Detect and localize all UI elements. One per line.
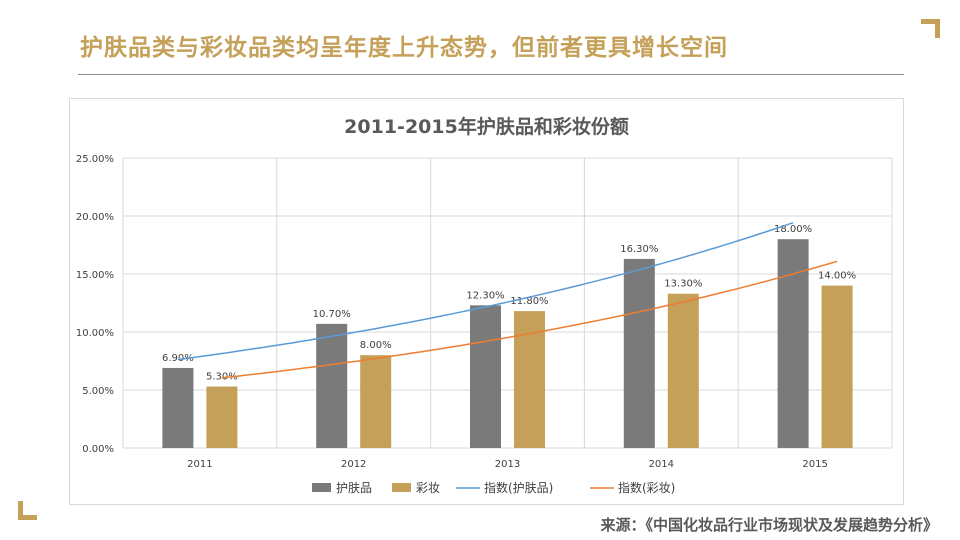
y-tick-label: 15.00% — [76, 270, 114, 281]
legend-label: 指数(护肤品) — [484, 480, 553, 495]
x-tick-label: 2011 — [187, 459, 212, 470]
title-divider — [78, 74, 904, 75]
bar-makeup — [667, 293, 699, 448]
bar-skincare — [470, 305, 501, 448]
legend-label: 彩妆 — [416, 481, 440, 495]
legend-swatch — [312, 483, 331, 492]
y-tick-label: 25.00% — [76, 154, 114, 165]
bar-skincare — [316, 323, 348, 448]
chart-title: 2011-2015年护肤品和彩妆份额 — [344, 116, 629, 138]
data-label: 13.30% — [664, 279, 702, 290]
bar-skincare — [162, 367, 194, 448]
y-tick-label: 20.00% — [76, 212, 114, 223]
data-label: 8.00% — [360, 340, 392, 351]
data-label: 11.80% — [510, 296, 548, 307]
data-label: 6.90% — [162, 353, 194, 364]
x-tick-label: 2012 — [341, 459, 366, 470]
x-tick-label: 2013 — [495, 459, 520, 470]
trendline-skincare — [177, 221, 794, 361]
slide-title: 护肤品类与彩妆品类均呈年度上升态势，但前者更具增长空间 — [80, 35, 728, 61]
x-tick-label: 2014 — [649, 459, 674, 470]
y-tick-label: 0.00% — [82, 444, 114, 455]
bar-makeup — [821, 285, 853, 448]
data-label: 5.30% — [206, 372, 238, 383]
y-tick-label: 10.00% — [76, 328, 114, 339]
y-tick-label: 5.00% — [82, 386, 114, 397]
legend-label: 指数(彩妆) — [618, 480, 675, 495]
bar-makeup — [360, 355, 392, 448]
bar-skincare — [623, 258, 655, 448]
data-label: 10.70% — [313, 309, 351, 320]
source-citation: 来源：《中国化妆品行业市场现状及发展趋势分析》 — [600, 516, 938, 534]
bar-makeup — [206, 386, 238, 448]
trendline-makeup — [221, 260, 838, 379]
legend-label: 护肤品 — [336, 480, 372, 495]
legend-swatch — [392, 483, 411, 492]
data-label: 14.00% — [818, 271, 856, 282]
data-label: 16.30% — [620, 244, 658, 255]
corner-decoration-bottom-left — [18, 501, 37, 520]
corner-decoration-top-right — [921, 19, 940, 38]
data-label: 18.00% — [774, 224, 812, 235]
x-tick-label: 2015 — [802, 459, 827, 470]
data-label: 12.30% — [466, 290, 504, 301]
